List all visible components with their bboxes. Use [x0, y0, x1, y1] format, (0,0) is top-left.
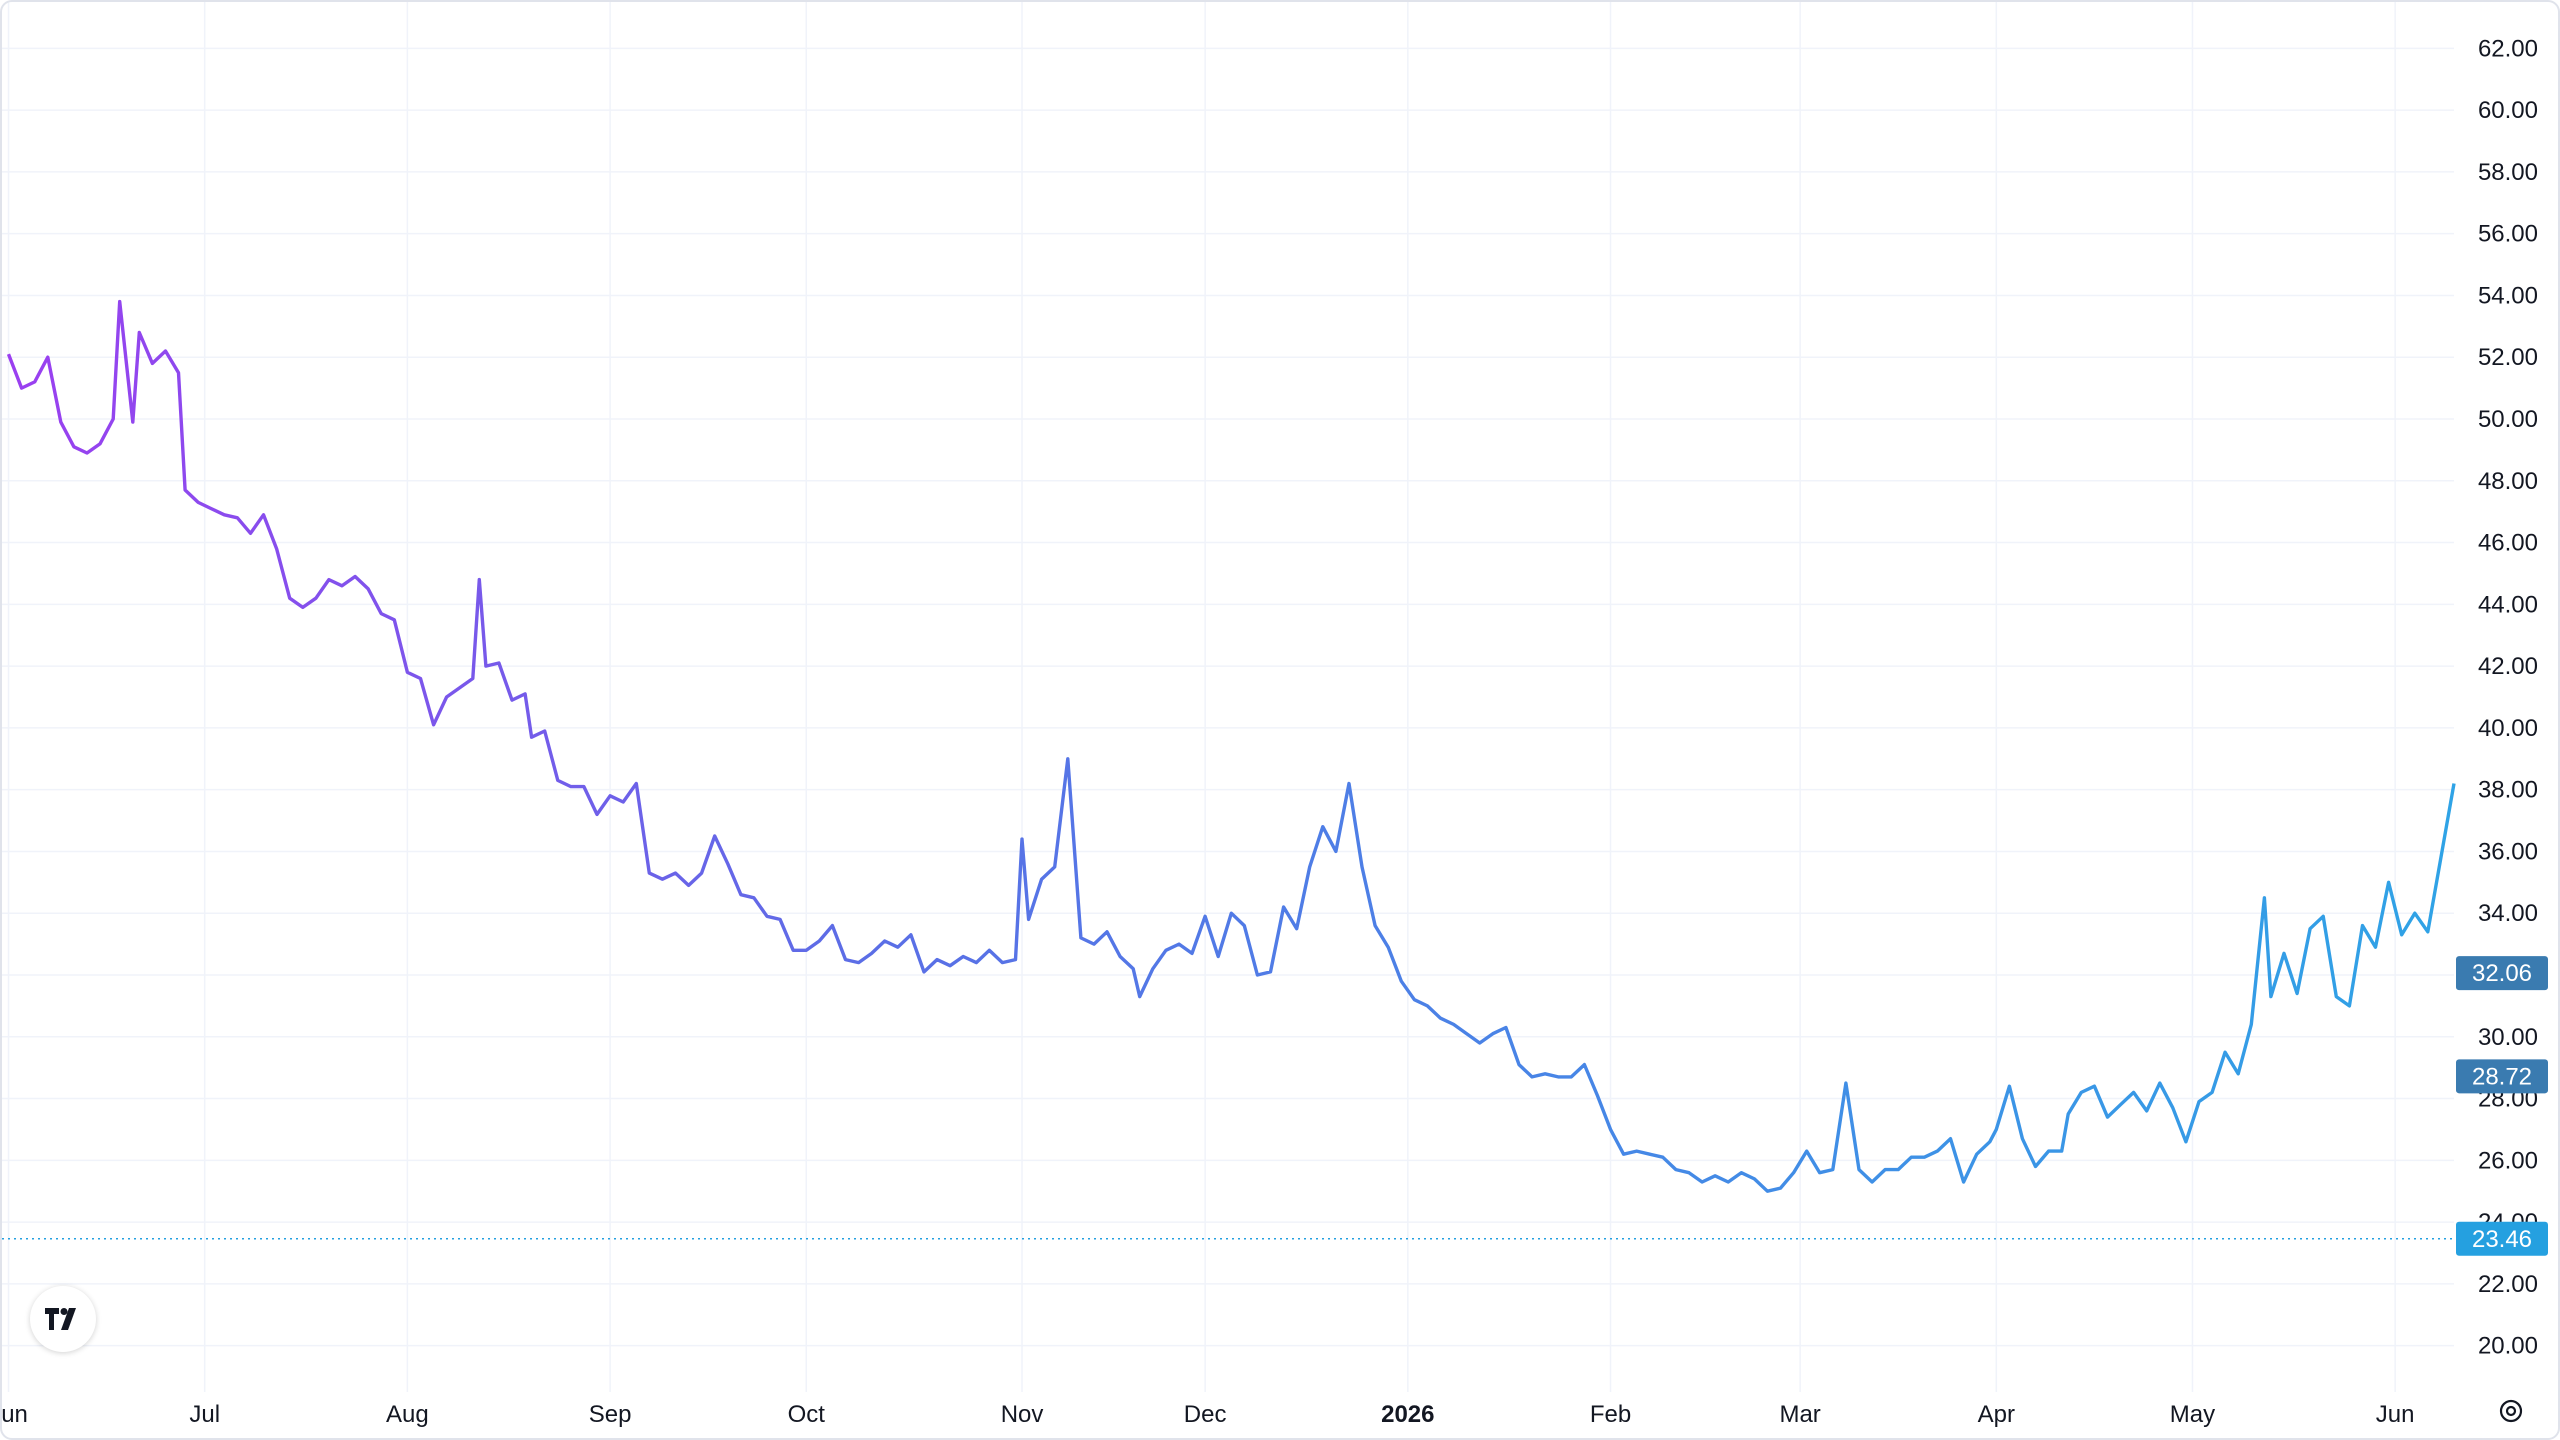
x-tick-label: Apr [1978, 1401, 2015, 1428]
y-tick-label: 56.00 [2478, 221, 2538, 248]
y-tick-label: 48.00 [2478, 468, 2538, 495]
y-tick-label: 38.00 [2478, 777, 2538, 804]
x-tick-label: Oct [788, 1401, 826, 1428]
x-tick-label: May [2170, 1401, 2215, 1428]
x-tick-label: Dec [1184, 1401, 1227, 1428]
y-tick-label: 30.00 [2478, 1024, 2538, 1051]
x-tick-label: Aug [386, 1401, 429, 1428]
series-layer [6, 299, 2456, 1193]
y-tick-label: 34.00 [2478, 900, 2538, 927]
y-tick-label: 50.00 [2478, 406, 2538, 433]
last-price-label-bg [2456, 1221, 2548, 1256]
ma-long-price-label: 32.06 [2472, 960, 2532, 987]
y-tick-label: 42.00 [2478, 653, 2538, 680]
y-tick-label: 20.00 [2478, 1333, 2538, 1360]
x-tick-label: Nov [1001, 1401, 1044, 1428]
tradingview-logo[interactable] [30, 1286, 96, 1352]
grid [2, 2, 2454, 1392]
last-price-label: 23.46 [2472, 1226, 2532, 1253]
x-tick-label: Sep [589, 1401, 632, 1428]
y-tick-label: 26.00 [2478, 1147, 2538, 1174]
y-axis[interactable]: 20.0022.0024.0026.0028.0030.0032.0034.00… [2478, 35, 2538, 1359]
chart-settings-button[interactable] [2494, 1394, 2528, 1428]
tradingview-logo-icon [45, 1308, 76, 1330]
y-tick-label: 44.00 [2478, 591, 2538, 618]
y-tick-label: 62.00 [2478, 35, 2538, 62]
gear-icon [2499, 1399, 2523, 1423]
y-tick-label: 54.00 [2478, 282, 2538, 309]
y-tick-label: 40.00 [2478, 715, 2538, 742]
x-tick-label: Jul [189, 1401, 220, 1428]
price-line[interactable] [6, 299, 2456, 1193]
y-tick-label: 60.00 [2478, 97, 2538, 124]
price-labels: 32.06 28.72 23.46 [2, 956, 2548, 1256]
x-tick-label: 2026 [1381, 1401, 1434, 1428]
y-tick-label: 58.00 [2478, 159, 2538, 186]
ma-mid-price-label: 28.72 [2472, 1063, 2532, 1090]
y-tick-label: 22.00 [2478, 1271, 2538, 1298]
y-tick-label: 36.00 [2478, 838, 2538, 865]
x-tick-label: Feb [1590, 1401, 1631, 1428]
x-tick-label: Jun [2376, 1401, 2415, 1428]
y-tick-label: 52.00 [2478, 344, 2538, 371]
y-tick-label: 46.00 [2478, 530, 2538, 557]
x-tick-label: Jun [2, 1401, 28, 1428]
ma-mid-price-label-bg [2456, 1059, 2548, 1094]
ma-long-price-label-bg [2456, 956, 2548, 991]
x-axis[interactable]: Jun Jul Aug Sep Oct Nov Dec 2026 Feb Mar Apr May Jun [2, 1401, 2415, 1428]
x-tick-label: Mar [1779, 1401, 1820, 1428]
